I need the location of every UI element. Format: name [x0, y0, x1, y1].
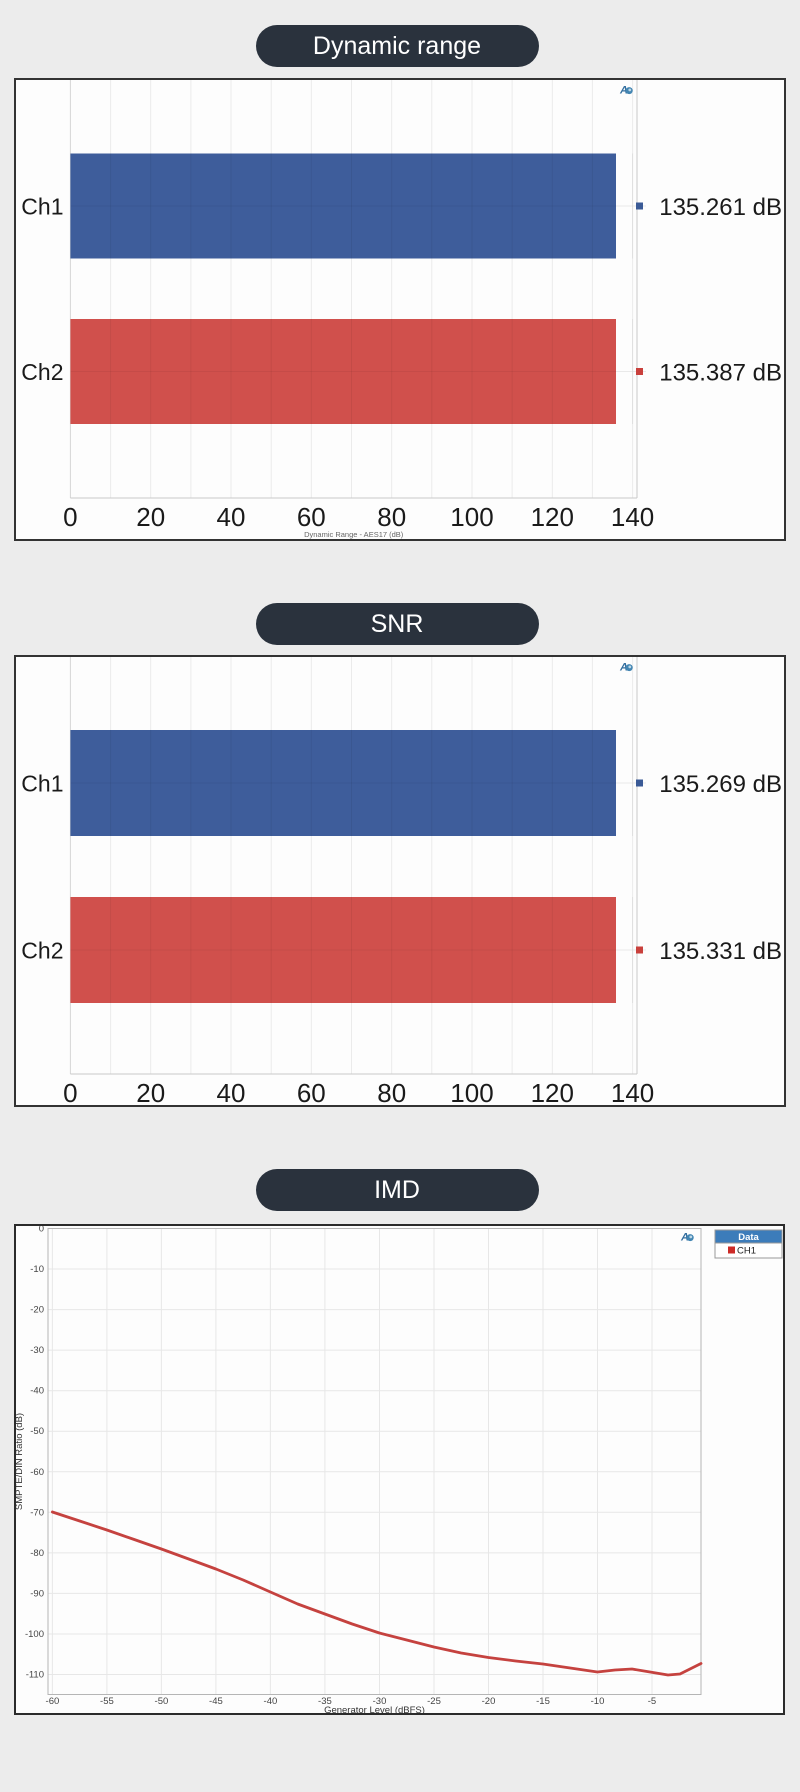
svg-text:135.387 dB: 135.387 dB	[659, 360, 782, 387]
svg-text:135.261 dB: 135.261 dB	[659, 194, 782, 221]
svg-text:80: 80	[377, 502, 406, 532]
svg-text:135.269 dB: 135.269 dB	[659, 771, 782, 798]
svg-text:-60: -60	[30, 1467, 44, 1478]
svg-text:A: A	[680, 1232, 689, 1244]
svg-text:-70: -70	[30, 1507, 44, 1518]
svg-text:-20: -20	[482, 1696, 496, 1707]
svg-text:-40: -40	[264, 1696, 278, 1707]
svg-text:Ch1: Ch1	[21, 771, 63, 797]
svg-text:-45: -45	[209, 1696, 223, 1707]
svg-text:-10: -10	[30, 1264, 44, 1275]
svg-text:Ch2: Ch2	[21, 938, 63, 964]
svg-text:-15: -15	[536, 1696, 550, 1707]
svg-text:-10: -10	[591, 1696, 605, 1707]
svg-text:-35: -35	[318, 1696, 332, 1707]
svg-text:-40: -40	[30, 1386, 44, 1397]
svg-text:-90: -90	[30, 1588, 44, 1599]
svg-text:SMPTE/DIN Ratio (dB): SMPTE/DIN Ratio (dB)	[16, 1413, 25, 1510]
svg-text:100: 100	[450, 502, 493, 532]
svg-text:40: 40	[217, 502, 246, 532]
svg-text:120: 120	[531, 1078, 574, 1105]
svg-text:A: A	[619, 662, 628, 674]
svg-text:80: 80	[377, 1078, 406, 1105]
svg-text:-5: -5	[648, 1696, 656, 1707]
svg-text:0: 0	[63, 1078, 77, 1105]
svg-text:60: 60	[297, 502, 326, 532]
svg-text:A: A	[619, 85, 628, 97]
svg-text:Ch1: Ch1	[21, 194, 63, 220]
svg-text:140: 140	[611, 502, 654, 532]
svg-text:120: 120	[531, 502, 574, 532]
svg-text:60: 60	[297, 1078, 326, 1105]
svg-text:Generator Level (dBFS): Generator Level (dBFS)	[324, 1705, 425, 1713]
svg-text:Ch2: Ch2	[21, 359, 63, 385]
svg-text:Dynamic Range - AES17 (dB): Dynamic Range - AES17 (dB)	[304, 530, 404, 539]
svg-text:-60: -60	[46, 1696, 60, 1707]
svg-text:-50: -50	[155, 1696, 169, 1707]
svg-text:0: 0	[63, 502, 77, 532]
svg-text:20: 20	[136, 502, 165, 532]
svg-text:40: 40	[217, 1078, 246, 1105]
svg-text:-30: -30	[373, 1696, 387, 1707]
svg-text:20: 20	[136, 1078, 165, 1105]
svg-text:-100: -100	[25, 1629, 44, 1640]
svg-text:-25: -25	[427, 1696, 441, 1707]
svg-text:-50: -50	[30, 1426, 44, 1437]
svg-text:100: 100	[450, 1078, 493, 1105]
svg-text:CH1: CH1	[737, 1246, 756, 1257]
svg-text:-80: -80	[30, 1548, 44, 1559]
svg-text:135.331 dB: 135.331 dB	[659, 938, 782, 965]
svg-text:-30: -30	[30, 1345, 44, 1356]
svg-text:Data: Data	[738, 1232, 759, 1243]
svg-text:140: 140	[611, 1078, 654, 1105]
svg-text:-110: -110	[26, 1670, 44, 1681]
svg-text:0: 0	[39, 1226, 44, 1235]
svg-text:-20: -20	[30, 1305, 44, 1316]
svg-text:-55: -55	[100, 1696, 114, 1707]
